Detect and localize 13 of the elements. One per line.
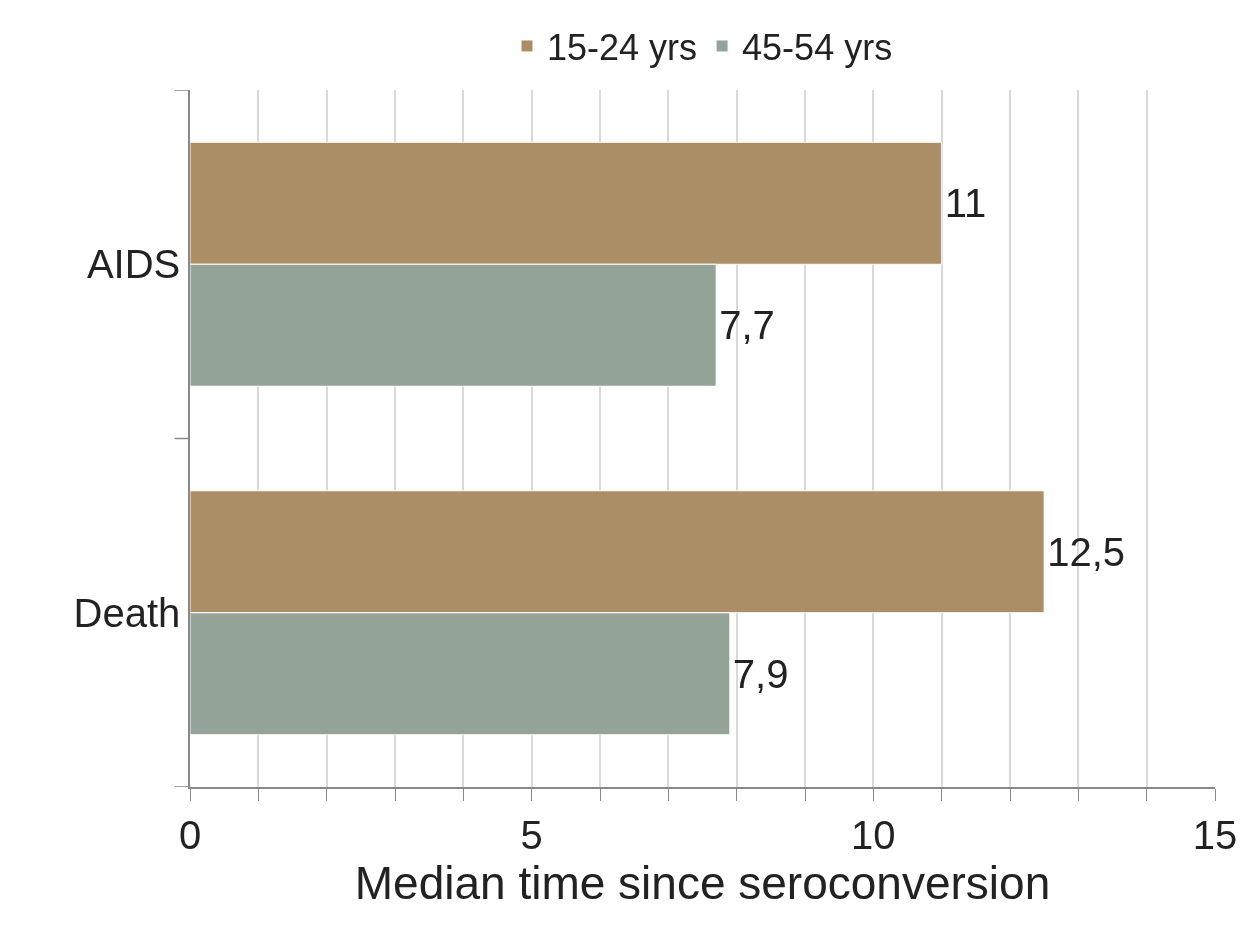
x-axis-title: Median time since seroconversion xyxy=(354,856,1051,909)
x-tick-label: 10 xyxy=(851,812,896,857)
x-tick-label: 5 xyxy=(520,812,543,857)
data-label: 11 xyxy=(944,181,987,226)
data-label: 7,7 xyxy=(719,303,775,348)
y-tick-label: Death xyxy=(73,590,181,635)
data-label: 12,5 xyxy=(1047,529,1126,574)
legend-label: 15-24 yrs xyxy=(547,27,698,68)
x-tick-label: 15 xyxy=(1192,812,1238,857)
y-tick-label: AIDS xyxy=(86,242,181,287)
data-label: 7,9 xyxy=(732,651,789,696)
x-tick-label: 0 xyxy=(178,812,202,857)
legend-label: 45-54 yrs xyxy=(742,27,893,68)
